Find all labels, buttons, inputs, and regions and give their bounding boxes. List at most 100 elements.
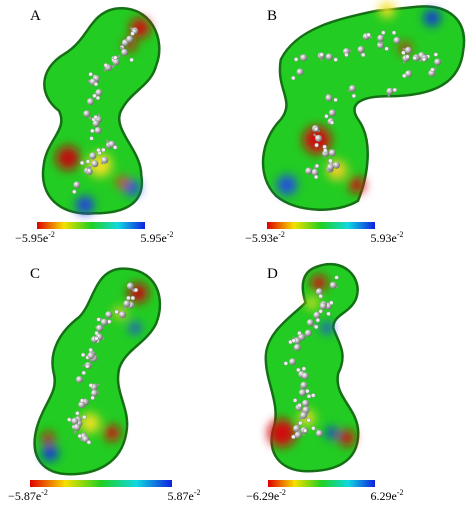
exponent: -2 bbox=[41, 488, 48, 497]
hydrogen bbox=[96, 147, 101, 153]
hydrogen bbox=[329, 300, 334, 305]
spot bbox=[42, 445, 58, 461]
hydrogen bbox=[133, 287, 139, 293]
atom bbox=[315, 134, 323, 142]
hydrogen bbox=[283, 361, 289, 366]
atom bbox=[300, 411, 308, 419]
hydrogen bbox=[351, 93, 357, 99]
hydrogen bbox=[90, 395, 95, 401]
atom bbox=[73, 181, 81, 189]
hydrogen bbox=[302, 428, 308, 433]
atom bbox=[126, 35, 134, 43]
atom bbox=[75, 376, 83, 384]
spot bbox=[76, 196, 94, 214]
atom bbox=[126, 282, 134, 290]
molecule-surface bbox=[264, 262, 360, 473]
mantissa: 5.93e bbox=[371, 231, 397, 245]
hydrogen bbox=[113, 55, 118, 60]
hydrogen bbox=[291, 75, 296, 81]
atom bbox=[306, 319, 314, 327]
exponent: -2 bbox=[194, 488, 201, 497]
hydrogen bbox=[381, 30, 386, 35]
hydrogen bbox=[392, 87, 398, 93]
spot bbox=[268, 419, 296, 447]
hydrogen bbox=[329, 120, 335, 125]
hydrogen bbox=[430, 67, 435, 72]
hydrogen bbox=[296, 367, 301, 373]
atom bbox=[300, 54, 308, 62]
atom bbox=[73, 423, 81, 431]
spot bbox=[424, 10, 440, 26]
spot bbox=[129, 322, 141, 334]
exponent: -2 bbox=[397, 230, 404, 239]
hydrogen bbox=[412, 55, 417, 61]
hydrogen bbox=[310, 393, 316, 398]
hydrogen bbox=[88, 383, 94, 388]
hydrogen bbox=[80, 352, 86, 358]
atom bbox=[304, 329, 312, 337]
colorbar-max-label: 5.93e-2 bbox=[371, 230, 404, 245]
hydrogen bbox=[93, 114, 98, 120]
hydrogen bbox=[95, 95, 101, 101]
hydrogen bbox=[318, 309, 323, 314]
atom bbox=[328, 149, 336, 157]
atom bbox=[87, 352, 95, 360]
atom bbox=[293, 337, 301, 345]
spot bbox=[379, 2, 395, 18]
hydrogen bbox=[90, 128, 95, 134]
colorbar bbox=[30, 480, 172, 487]
colorbar-min-label: −5.93e-2 bbox=[245, 230, 285, 245]
atom bbox=[100, 318, 108, 326]
atom bbox=[404, 46, 412, 54]
atom bbox=[71, 417, 79, 425]
atom bbox=[121, 48, 129, 56]
hydrogen bbox=[106, 319, 112, 324]
spot bbox=[277, 175, 297, 195]
hydrogen bbox=[366, 32, 371, 38]
atom bbox=[94, 127, 102, 135]
hydrogen bbox=[88, 347, 93, 353]
hydrogen bbox=[298, 420, 303, 426]
hydrogen bbox=[313, 174, 319, 180]
hydrogen bbox=[96, 317, 101, 322]
hydrogen bbox=[323, 148, 328, 153]
colorbar-min-label: −6.29e-2 bbox=[246, 488, 286, 503]
hydrogen bbox=[72, 189, 77, 194]
colorbar-max-label: 5.95e-2 bbox=[141, 230, 174, 245]
spot bbox=[124, 180, 140, 196]
exponent: -2 bbox=[278, 230, 285, 239]
hydrogen bbox=[89, 136, 94, 141]
hydrogen bbox=[405, 54, 410, 59]
hydrogen bbox=[319, 52, 324, 57]
hydrogen bbox=[126, 295, 131, 301]
exponent: -2 bbox=[279, 488, 286, 497]
hydrogen bbox=[344, 52, 349, 58]
potential-spots bbox=[268, 275, 355, 447]
atom bbox=[313, 311, 321, 319]
hydrogen bbox=[301, 366, 307, 371]
surface bbox=[267, 265, 357, 470]
mantissa: 5.95e bbox=[141, 231, 167, 245]
atom bbox=[293, 343, 301, 351]
hydrogen bbox=[88, 71, 93, 77]
mantissa: 5.87e bbox=[168, 489, 194, 503]
atoms bbox=[72, 26, 139, 194]
colorbar bbox=[37, 222, 145, 229]
hydrogen bbox=[391, 30, 397, 35]
atom bbox=[393, 36, 401, 44]
hydrogen bbox=[114, 309, 119, 315]
mantissa: 6.29e bbox=[371, 489, 397, 503]
hydrogen bbox=[322, 144, 327, 150]
spot bbox=[42, 432, 54, 444]
atom bbox=[325, 94, 333, 102]
surface bbox=[35, 269, 159, 473]
hydrogen bbox=[360, 52, 366, 58]
hydrogen bbox=[306, 394, 312, 399]
exponent: -2 bbox=[397, 488, 404, 497]
atom bbox=[293, 424, 301, 432]
hydrogen bbox=[311, 426, 316, 431]
atom bbox=[298, 389, 306, 397]
atom bbox=[315, 429, 323, 437]
spot bbox=[104, 425, 120, 441]
spot bbox=[339, 430, 355, 446]
